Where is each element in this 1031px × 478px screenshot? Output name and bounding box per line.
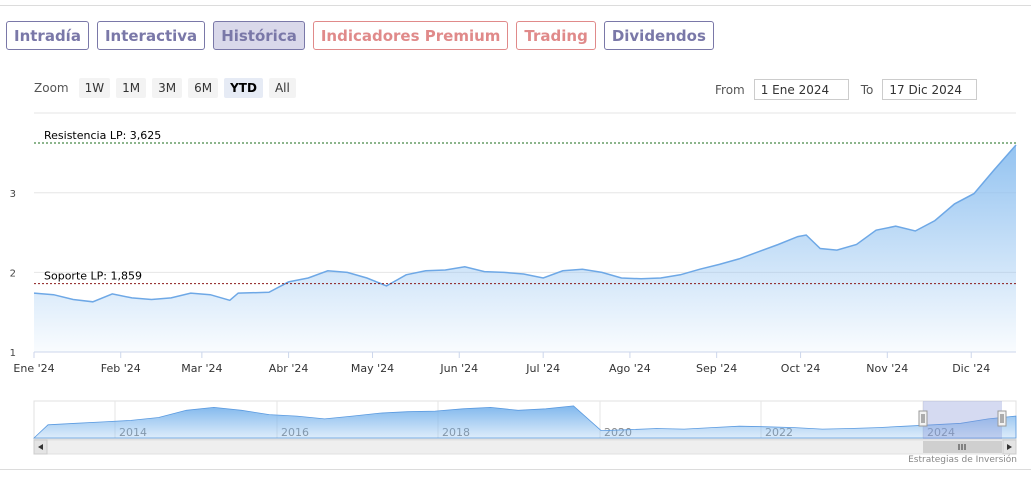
tab-interactiva[interactable]: Interactiva [96, 21, 206, 50]
y-tick-label: 3 [10, 189, 16, 200]
zoom-1m-button[interactable]: 1M [116, 78, 147, 98]
zoom-all-button[interactable]: All [268, 78, 296, 98]
zoom-selector: Zoom 1W 1M 3M 6M YTD All [34, 78, 296, 98]
navigator-area [32, 405, 1017, 439]
tab-dividendos[interactable]: Dividendos [603, 21, 714, 50]
x-tick-label: Oct '24 [781, 362, 821, 375]
x-tick-label: Abr '24 [269, 362, 309, 375]
tab-indicadores-premium[interactable]: Indicadores Premium [312, 21, 509, 50]
top-divider [0, 5, 1031, 6]
x-tick-label: Feb '24 [101, 362, 141, 375]
chart-tabs: Intradía Interactiva Histórica Indicadores … [6, 21, 714, 52]
x-tick-label: Sep '24 [696, 362, 737, 375]
from-label: From [715, 82, 745, 97]
y-tick-label: 2 [10, 268, 16, 279]
price-area [34, 145, 1016, 352]
x-tick-label: Ene '24 [13, 362, 54, 375]
x-tick-label: May '24 [351, 362, 394, 375]
scrollbar[interactable] [33, 439, 1017, 455]
navigator-selection[interactable] [923, 401, 1002, 439]
to-label: To [860, 82, 874, 97]
from-date-input[interactable]: 1 Ene 2024 [753, 79, 849, 100]
chart-credit[interactable]: Estrategias de Inversión [908, 455, 1017, 465]
x-tick-label: Dic '24 [952, 362, 990, 375]
price-line [33, 144, 1017, 303]
x-tick-label: Nov '24 [866, 362, 908, 375]
arrow-left-icon [38, 444, 43, 450]
x-tick-label: Ago '24 [609, 362, 651, 375]
scrollbar-track[interactable] [33, 439, 1017, 455]
tab-intradía[interactable]: Intradía [6, 21, 89, 50]
y-tick-label: 1 [10, 348, 16, 359]
zoom-ytd-button[interactable]: YTD [224, 78, 263, 98]
to-date-input[interactable]: 17 Dic 2024 [882, 79, 978, 100]
annotation-label: Resistencia LP: 3,625 [44, 129, 161, 142]
navigator[interactable]: 201420162018202020222024 [32, 400, 1017, 440]
x-tick-label: Jul '24 [525, 362, 560, 375]
date-range: From 1 Ene 2024 To 17 Dic 2024 [715, 79, 978, 100]
annotation-label: Soporte LP: 1,859 [44, 270, 142, 283]
navigator-handle-left[interactable] [918, 410, 928, 427]
x-tick-label: Mar '24 [181, 362, 222, 375]
zoom-1w-button[interactable]: 1W [78, 78, 111, 98]
tab-trading[interactable]: Trading [516, 21, 596, 50]
zoom-3m-button[interactable]: 3M [152, 78, 183, 98]
bottom-divider [0, 469, 1031, 470]
x-tick-label: Jun '24 [439, 362, 478, 375]
tab-histórica[interactable]: Histórica [213, 21, 305, 50]
arrow-right-icon [1007, 444, 1012, 450]
zoom-label: Zoom [34, 81, 69, 95]
zoom-6m-button[interactable]: 6M [188, 78, 219, 98]
navigator-handle-right[interactable] [997, 410, 1007, 427]
